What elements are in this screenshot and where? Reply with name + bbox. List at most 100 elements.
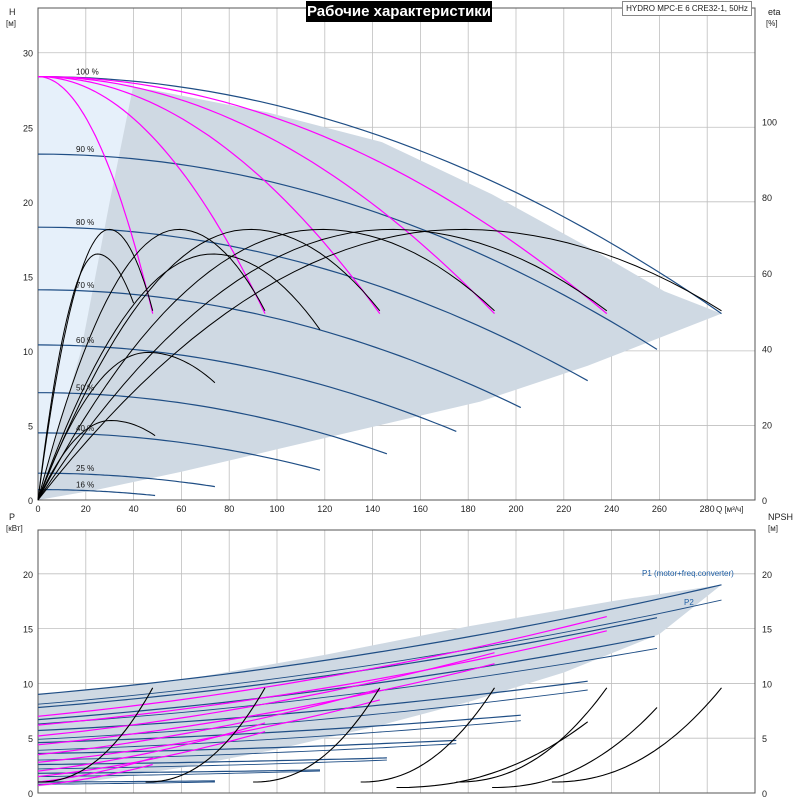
speed-label: 90 % xyxy=(76,145,94,154)
power-plot-frame xyxy=(37,529,756,794)
flow-xtick-label: 40 xyxy=(129,504,139,514)
head-curve-line xyxy=(37,153,658,350)
head-axis-unit: [м] xyxy=(6,19,16,28)
eta-ytick-label: 0 xyxy=(762,496,767,506)
p2-curve-line xyxy=(37,770,321,778)
head-curve-line xyxy=(37,344,457,432)
p2-curve-line xyxy=(37,759,387,770)
p1-curve-line xyxy=(37,769,321,774)
pump-model-label: HYDRO MPC-E 6 CRE32-1, 50Hz xyxy=(622,1,752,16)
eta-ytick-label: 80 xyxy=(762,193,772,203)
eta-curve-line xyxy=(37,419,156,501)
eta-ytick-label: 100 xyxy=(762,118,777,128)
flow-xtick-label: 60 xyxy=(176,504,186,514)
head-ytick-label: 5 xyxy=(28,421,33,431)
power-magenta-line xyxy=(37,757,153,783)
power-magenta-line xyxy=(37,699,380,763)
head-curve-magenta-line xyxy=(37,76,266,314)
p1-curve-line xyxy=(37,584,722,695)
head-curve-line xyxy=(37,289,522,409)
flow-xtick-label: 140 xyxy=(365,504,380,514)
head-curve-line xyxy=(38,392,388,455)
power-envelope-area xyxy=(38,584,722,787)
head-curve-line xyxy=(38,472,215,488)
head-curve-line xyxy=(37,226,588,382)
speed-label: 50 % xyxy=(76,384,94,393)
npsh-curve-line xyxy=(360,687,495,783)
p2-curve-line xyxy=(37,743,457,761)
npsh-axis-unit: [м] xyxy=(768,524,778,533)
flow-xtick-label: 120 xyxy=(317,504,332,514)
eta-curve-line xyxy=(37,228,381,501)
power-axis-label: P xyxy=(9,512,15,522)
head-curve-line xyxy=(38,489,156,497)
p1-legend-label: P1 (motor+freq.converter) xyxy=(642,569,734,578)
head-ytick-label: 25 xyxy=(23,123,33,133)
npsh-ytick-label: 5 xyxy=(762,734,767,744)
head-ytick-label: 20 xyxy=(23,198,33,208)
speed-label: 16 % xyxy=(76,481,94,490)
head-envelope-area xyxy=(38,76,722,500)
npsh-curve-line xyxy=(253,687,381,783)
eta-ytick-label: 20 xyxy=(762,420,772,430)
p1-curve-line xyxy=(37,635,655,721)
flow-xtick-label: 280 xyxy=(700,504,715,514)
speed-label: 60 % xyxy=(76,336,94,345)
power-axis-unit: [кВт] xyxy=(6,524,23,533)
head-curve-magenta-line xyxy=(37,76,495,315)
npsh-curve-line xyxy=(492,707,658,789)
flow-xtick-label: 20 xyxy=(81,504,91,514)
head-ytick-label: 10 xyxy=(23,347,33,357)
head-curve-magenta-line xyxy=(37,76,154,314)
power-ytick-label: 5 xyxy=(28,734,33,744)
flow-xtick-label: 0 xyxy=(35,504,40,514)
power-ytick-label: 0 xyxy=(28,789,33,799)
power-ytick-label: 20 xyxy=(23,570,33,580)
flow-xtick-label: 180 xyxy=(461,504,476,514)
power-magenta-line xyxy=(37,616,607,717)
eta-ytick-label: 40 xyxy=(762,345,772,355)
head-ytick-label: 0 xyxy=(28,496,33,506)
npsh-axis-label: NPSH xyxy=(768,512,793,522)
flow-xtick-label: 260 xyxy=(652,504,667,514)
eta-curve-line xyxy=(37,228,154,501)
power-magenta-line xyxy=(37,663,495,746)
flow-xtick-label: 80 xyxy=(224,504,234,514)
eta-curve-line xyxy=(37,253,321,501)
speed-label: 100 % xyxy=(76,68,99,77)
power-ytick-label: 15 xyxy=(23,625,33,635)
speed-label: 25 % xyxy=(76,464,94,473)
eta-axis-unit: [%] xyxy=(766,19,778,28)
p2-curve-line xyxy=(38,781,215,785)
flow-xtick-label: 220 xyxy=(556,504,571,514)
eta-curve-line xyxy=(37,228,608,501)
npsh-ytick-label: 15 xyxy=(762,625,772,635)
eta-curve-line xyxy=(37,351,216,501)
head-curve-line xyxy=(37,76,722,315)
head-curve-magenta-line xyxy=(37,76,608,315)
eta-axis-label: eta xyxy=(768,7,781,17)
speed-label: 70 % xyxy=(76,281,94,290)
flow-xtick-label: 160 xyxy=(413,504,428,514)
flow-xtick-label: 200 xyxy=(508,504,523,514)
npsh-curve-line xyxy=(145,687,266,783)
power-magenta-line xyxy=(37,763,153,786)
npsh-curve-line xyxy=(396,721,589,789)
chart-title: Рабочие характеристики xyxy=(306,1,492,22)
eta-curve-line xyxy=(37,228,722,501)
p2-curve-line xyxy=(37,599,722,705)
p1-curve-line xyxy=(37,757,387,766)
power-magenta-line xyxy=(37,630,607,726)
power-ytick-label: 10 xyxy=(23,679,33,689)
p1-curve-line xyxy=(37,714,521,744)
head-axis-label: H xyxy=(9,7,16,17)
head-envelope-light-area xyxy=(38,76,134,500)
p1-curve-line xyxy=(37,739,457,755)
p2-legend-label: P2 xyxy=(684,598,694,607)
flow-xtick-label: 100 xyxy=(269,504,284,514)
head-curve-magenta-line xyxy=(37,76,381,314)
head-ytick-label: 15 xyxy=(23,272,33,282)
npsh-ytick-label: 0 xyxy=(762,789,767,799)
head-curve-line xyxy=(38,432,321,471)
